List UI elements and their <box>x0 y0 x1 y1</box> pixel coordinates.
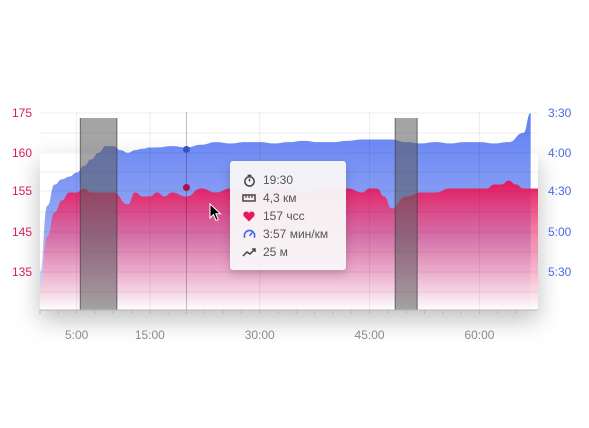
stopwatch-icon <box>242 173 256 187</box>
tooltip-elevation-row: 25 м <box>242 243 346 261</box>
x-tick-label: 5:00 <box>65 328 89 342</box>
x-tick-label: 30:00 <box>245 328 275 342</box>
tooltip-pace-row: 3:57 мин/км <box>242 225 346 243</box>
right-tick-label: 5:30 <box>548 265 572 279</box>
tooltip-elevation: 25 м <box>263 245 288 259</box>
cursor-pace-dot <box>182 145 190 153</box>
tooltip-heart-row: 157 чсс <box>242 207 346 225</box>
highlight-band <box>395 118 418 310</box>
trend-icon <box>242 245 256 259</box>
tooltip-time: 19:30 <box>263 173 294 187</box>
ruler-icon <box>242 191 256 205</box>
tooltip-time-row: 19:30 <box>242 171 346 189</box>
x-tick-label: 45:00 <box>355 328 385 342</box>
right-tick-label: 3:30 <box>548 106 572 120</box>
tooltip-pace: 3:57 мин/км <box>263 227 329 241</box>
heart-icon <box>242 209 256 223</box>
x-tick-label: 15:00 <box>135 328 165 342</box>
left-tick-label: 135 <box>12 265 32 279</box>
x-tick-label: 60:00 <box>464 328 494 342</box>
left-tick-label: 175 <box>12 106 32 120</box>
right-tick-label: 5:00 <box>548 225 572 239</box>
speedometer-icon <box>242 227 256 241</box>
highlight-band <box>80 118 117 310</box>
tooltip-distance-row: 4,3 км <box>242 189 346 207</box>
mouse-pointer-icon <box>209 203 222 222</box>
left-tick-label: 145 <box>12 225 32 239</box>
right-tick-label: 4:00 <box>548 146 572 160</box>
right-tick-label: 4:30 <box>548 184 572 198</box>
tooltip-distance: 4,3 км <box>263 191 297 205</box>
tooltip-heart-rate: 157 чсс <box>263 209 305 223</box>
data-tooltip: 19:30 4,3 км 157 чсс <box>230 161 346 270</box>
left-tick-label: 155 <box>12 184 32 198</box>
cursor-heart-rate-dot <box>182 184 190 192</box>
left-tick-label: 160 <box>12 146 32 160</box>
